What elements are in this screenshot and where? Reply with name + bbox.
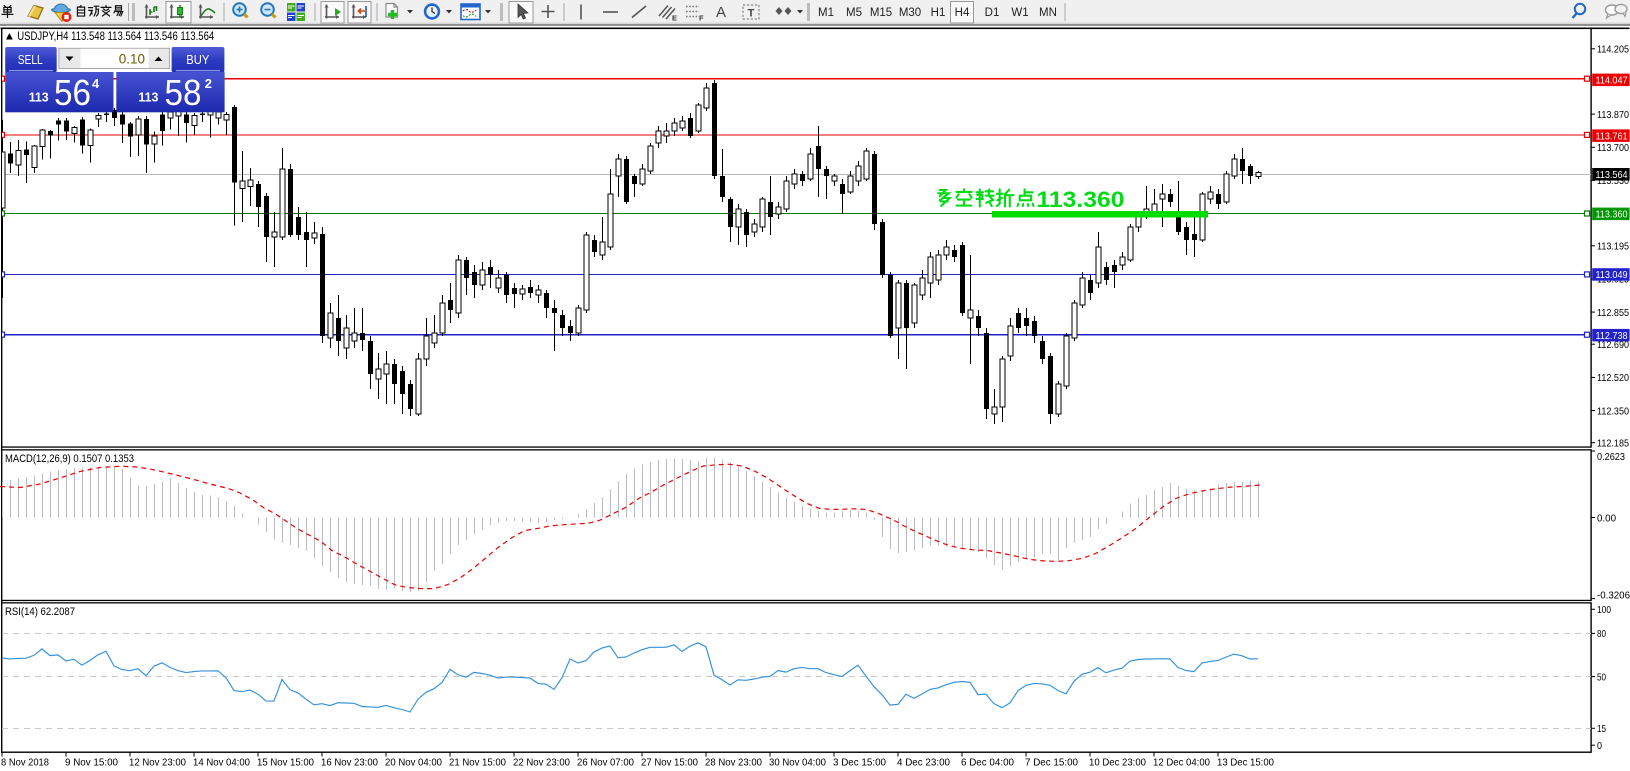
svg-text:USDJPY,H4 113.548 113.564 113: USDJPY,H4 113.548 113.564 113.546 113.56… xyxy=(17,31,214,43)
svg-text:4: 4 xyxy=(92,76,100,91)
svg-text:14 Nov 04:00: 14 Nov 04:00 xyxy=(193,757,250,769)
svg-text:D1: D1 xyxy=(985,7,1000,19)
svg-text:0.00: 0.00 xyxy=(1597,512,1616,524)
svg-text:113: 113 xyxy=(29,91,49,105)
svg-text:H1: H1 xyxy=(931,7,946,19)
svg-text:112.185: 112.185 xyxy=(1597,438,1629,450)
svg-text:26 Nov 07:00: 26 Nov 07:00 xyxy=(577,757,634,769)
svg-text:0.10: 0.10 xyxy=(119,51,145,66)
svg-text:8 Nov 2018: 8 Nov 2018 xyxy=(1,757,49,769)
svg-text:13 Dec 15:00: 13 Dec 15:00 xyxy=(1217,757,1274,769)
svg-text:113.761: 113.761 xyxy=(1596,130,1628,142)
svg-text:A: A xyxy=(716,4,726,21)
svg-text:27 Nov 15:00: 27 Nov 15:00 xyxy=(641,757,698,769)
svg-text:MN: MN xyxy=(1039,7,1057,19)
svg-text:9 Nov 15:00: 9 Nov 15:00 xyxy=(65,757,118,769)
svg-text:15: 15 xyxy=(1597,723,1606,735)
svg-text:3 Dec 15:00: 3 Dec 15:00 xyxy=(833,757,886,769)
svg-text:T: T xyxy=(748,8,755,20)
svg-text:50: 50 xyxy=(1597,671,1606,683)
svg-text:15 Nov 15:00: 15 Nov 15:00 xyxy=(257,757,314,769)
svg-text:113: 113 xyxy=(138,91,158,105)
svg-text:10 Dec 23:00: 10 Dec 23:00 xyxy=(1089,757,1146,769)
svg-text:112.520: 112.520 xyxy=(1597,372,1629,384)
svg-text:0.2623: 0.2623 xyxy=(1597,451,1625,463)
svg-text:113.700: 113.700 xyxy=(1597,142,1629,154)
svg-text:20 Nov 04:00: 20 Nov 04:00 xyxy=(385,757,442,769)
svg-text:E: E xyxy=(672,14,677,23)
svg-text:M1: M1 xyxy=(818,7,834,19)
svg-text:M15: M15 xyxy=(870,7,892,19)
svg-text:114.205: 114.205 xyxy=(1597,44,1629,56)
svg-text:0: 0 xyxy=(1597,740,1602,752)
svg-text:2: 2 xyxy=(205,76,212,91)
svg-text:80: 80 xyxy=(1597,628,1606,640)
svg-text:28 Nov 23:00: 28 Nov 23:00 xyxy=(705,757,762,769)
svg-text:RSI(14) 62.2087: RSI(14) 62.2087 xyxy=(5,606,75,618)
svg-text:113.564: 113.564 xyxy=(1596,169,1628,181)
svg-text:112.738: 112.738 xyxy=(1596,330,1628,342)
svg-text:21 Nov 15:00: 21 Nov 15:00 xyxy=(449,757,506,769)
svg-text:W1: W1 xyxy=(1011,7,1028,19)
svg-text:100: 100 xyxy=(1597,604,1611,616)
svg-text:113.049: 113.049 xyxy=(1596,269,1628,281)
svg-text:30 Nov 04:00: 30 Nov 04:00 xyxy=(769,757,826,769)
svg-text:114.047: 114.047 xyxy=(1596,75,1628,87)
svg-text:H4: H4 xyxy=(955,7,970,19)
svg-text:113.195: 113.195 xyxy=(1597,241,1629,253)
svg-text:113.870: 113.870 xyxy=(1597,109,1629,121)
svg-text:MACD(12,26,9) 0.1507 0.1353: MACD(12,26,9) 0.1507 0.1353 xyxy=(5,453,134,465)
svg-text:6 Dec 04:00: 6 Dec 04:00 xyxy=(961,757,1014,769)
svg-text:7 Dec 15:00: 7 Dec 15:00 xyxy=(1025,757,1078,769)
svg-text:M5: M5 xyxy=(846,7,862,19)
svg-text:58: 58 xyxy=(165,72,202,113)
svg-text:56: 56 xyxy=(54,72,91,113)
svg-text:113.360: 113.360 xyxy=(1596,209,1628,221)
svg-text:F: F xyxy=(699,14,704,23)
svg-text:M30: M30 xyxy=(899,7,921,19)
svg-text:12 Dec 04:00: 12 Dec 04:00 xyxy=(1153,757,1210,769)
svg-text:22 Nov 23:00: 22 Nov 23:00 xyxy=(513,757,570,769)
svg-text:12 Nov 23:00: 12 Nov 23:00 xyxy=(129,757,186,769)
svg-text:113.360: 113.360 xyxy=(1037,187,1125,212)
svg-text:SELL: SELL xyxy=(18,53,43,67)
svg-text:112.855: 112.855 xyxy=(1597,307,1629,319)
svg-text:BUY: BUY xyxy=(186,53,210,67)
svg-text:16 Nov 23:00: 16 Nov 23:00 xyxy=(321,757,378,769)
svg-text:4 Dec 23:00: 4 Dec 23:00 xyxy=(897,757,950,769)
svg-text:-0.3206: -0.3206 xyxy=(1597,590,1630,602)
svg-text:112.350: 112.350 xyxy=(1597,405,1629,417)
svg-text:112.690: 112.690 xyxy=(1597,339,1629,351)
